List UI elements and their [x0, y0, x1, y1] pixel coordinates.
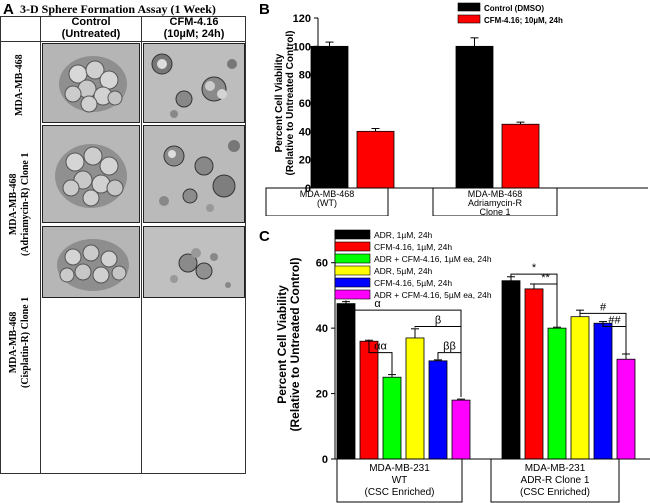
legend-swatch [334, 253, 371, 264]
panel-a-header-divider [0, 41, 246, 42]
legend-label: ADR + CFM-4.16, 1µM ea, 24h [374, 254, 492, 264]
bar [455, 45, 494, 189]
panel-label-a: A [3, 1, 14, 18]
row-label-adriamycin: MDA-MB-468 (Adriamycin-R) Clone 1 [8, 152, 31, 256]
significance-label: # [600, 301, 607, 313]
bar [428, 360, 448, 460]
panel-label-c: C [259, 228, 270, 245]
chart-b: 0 20 40 60 80 100 120 Percent Cell Viability (Re… [265, 2, 648, 216]
significance-label: ** [541, 272, 550, 284]
y-tick-label: 100 [293, 41, 311, 53]
significance-bracket [602, 321, 627, 354]
panel-a-col-divider-2 [141, 16, 142, 474]
significance-label: αα [374, 341, 387, 353]
group-label: (CSC Enriched) [520, 487, 590, 498]
panel-label-b: B [259, 1, 270, 18]
significance-label: ## [608, 315, 621, 327]
significance-label: * [532, 262, 537, 274]
bar [501, 280, 521, 460]
group-label-box [490, 458, 620, 503]
legend-swatch [457, 14, 481, 24]
micrograph-cis-cfm [143, 226, 245, 298]
micrograph-cis-control [42, 226, 140, 298]
legend-swatch [334, 289, 371, 300]
y-axis-label-line2: (Relative to Untreated Control) [288, 257, 302, 431]
bar [356, 130, 395, 189]
micrograph-adr-cfm [143, 125, 245, 223]
bar [570, 316, 590, 460]
legend-swatch [457, 2, 481, 12]
legend-label: CFM-4.16, 5µM, 24h [374, 278, 452, 288]
y-tick-label: 20 [299, 155, 311, 167]
micrograph-wt-control [42, 43, 140, 123]
group-label: (CSC Enriched) [364, 487, 434, 498]
significance-bracket [534, 283, 558, 327]
y-tick-label: 40 [316, 323, 328, 335]
legend-swatch [334, 265, 371, 276]
legend-label: ADR, 1µM, 24h [374, 230, 433, 240]
legend-label: ADR, 5µM, 24h [374, 266, 433, 276]
group-label: MDA-MB-231 [369, 463, 430, 474]
panel-a-grid [0, 16, 246, 474]
bar [593, 322, 613, 460]
legend-swatch [334, 229, 371, 240]
bar [547, 327, 567, 460]
bar [405, 337, 425, 460]
bar [501, 123, 540, 189]
bar [524, 288, 544, 460]
row-label-wt: MDA-MB-468 [14, 54, 25, 116]
micrograph-adr-control [42, 125, 140, 223]
significance-label: ββ [443, 341, 456, 353]
group-label: Clone 1 [479, 207, 510, 216]
bar [336, 303, 356, 460]
significance-label: α [374, 298, 381, 310]
group-label: MDA-MB-231 [525, 463, 586, 474]
group-label: MDA-MB-468 [468, 189, 523, 199]
legend-swatch [334, 241, 371, 252]
group-label: WT [392, 475, 408, 486]
y-tick-label: 120 [293, 13, 311, 25]
y-axis-label-line2: (Relative to Untreated Control) [285, 30, 296, 175]
y-tick-label: 80 [299, 70, 311, 82]
significance-label: β [435, 315, 441, 327]
y-axis-label-line1: Percent Cell Viability [275, 285, 289, 404]
y-tick-label: 20 [316, 389, 328, 401]
column-header-control: Control (Untreated) [61, 16, 121, 40]
y-tick-label: 60 [316, 258, 328, 270]
group-label: (WT) [317, 198, 337, 208]
group-label-box [432, 187, 558, 216]
legend-label: CFM-4.16, 1µM, 24h [374, 242, 452, 252]
bar [359, 340, 379, 460]
y-tick-label: 40 [299, 126, 311, 138]
y-tick-label: 60 [299, 98, 311, 110]
bar [310, 45, 349, 189]
group-label-box [336, 458, 463, 503]
chart-c: 0 20 40 60 Percent Cell Viability (Relative t… [275, 229, 650, 503]
legend-swatch [334, 277, 371, 288]
legend-label: Control (DMSO) [484, 4, 544, 13]
row-label-cisplatin: MDA-MB-468 (Cisplatin-R) Clone 1 [8, 296, 31, 388]
group-label: MDA-MB-468 [300, 189, 355, 199]
bar [451, 399, 471, 460]
bar [616, 358, 636, 460]
significance-bracket [437, 352, 462, 397]
y-axis-label-line1: Percent Cell Viability [274, 53, 285, 152]
column-header-cfm: CFM-4.16 (10µM; 24h) [163, 16, 225, 40]
y-tick-label: 0 [322, 454, 328, 466]
y-tick-label: 0 [305, 183, 311, 195]
micrograph-wt-cfm [143, 43, 245, 123]
group-label-box [265, 187, 389, 216]
legend-label: ADR + CFM-4.16, 5µM ea, 24h [374, 290, 492, 300]
group-label: Adriamycin-R [468, 198, 523, 208]
panel-a-col-divider-1 [40, 16, 41, 474]
legend-label: CFM-4.16; 10µM, 24h [484, 16, 563, 25]
panel-a-title: 3-D Sphere Formation Assay (1 Week) [20, 2, 216, 16]
significance-bracket [368, 339, 393, 374]
bar [382, 376, 402, 460]
group-label: ADR-R Clone 1 [521, 475, 590, 486]
